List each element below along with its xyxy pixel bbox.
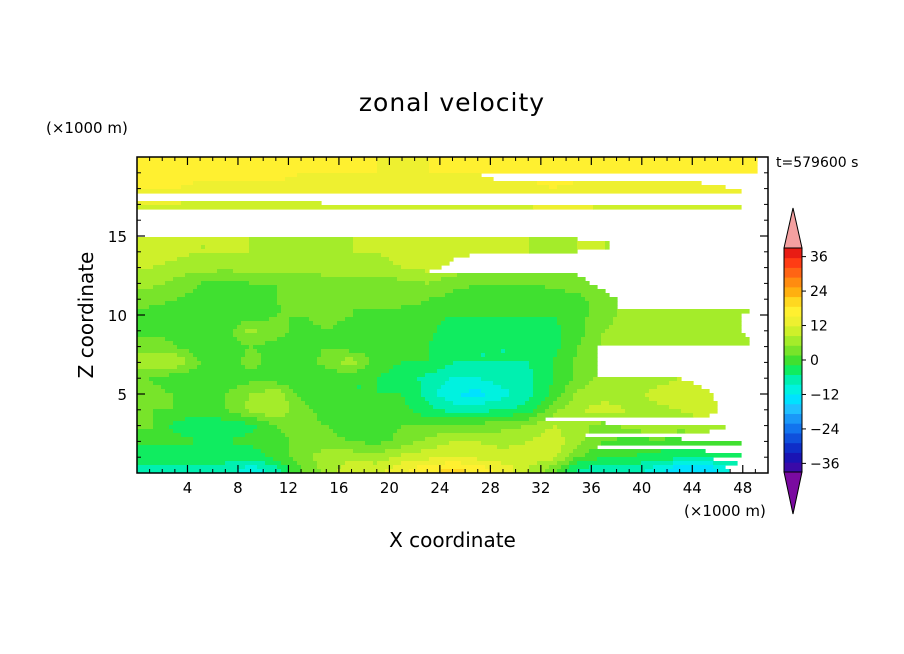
colorbar-tick-label: 12: [810, 319, 828, 335]
colorbar-tick-label: 0: [810, 353, 819, 369]
time-label: t=579600 s: [776, 155, 859, 171]
colorbar-swatch: [784, 374, 802, 385]
x-tick-label: 20: [380, 479, 399, 497]
colorbar-swatch: [784, 413, 802, 424]
colorbar-tick-label: −36: [810, 456, 840, 472]
x-tick-label: 44: [683, 479, 702, 497]
x-tick-label: 28: [481, 479, 500, 497]
x-tick-label: 8: [233, 479, 243, 497]
colorbar-max-triangle: [783, 207, 803, 249]
y-tick-label: 15: [108, 228, 127, 246]
x-tick-label: 40: [632, 479, 651, 497]
colorbar-swatch: [784, 364, 802, 376]
x-tick-label: 12: [279, 479, 298, 497]
colorbar-swatch: [784, 277, 802, 288]
field-layer: [137, 157, 758, 473]
colorbar-tick-label: −12: [810, 387, 840, 403]
colorbar-swatch: [784, 316, 802, 327]
colorbar-swatch: [784, 335, 802, 346]
colorbar-swatch: [784, 394, 802, 405]
x-tick-label: 4: [183, 479, 193, 497]
colorbar-swatch: [784, 384, 802, 395]
colorbar-swatch: [784, 462, 802, 473]
x-tick-label: 48: [733, 479, 752, 497]
x-tick-label: 32: [531, 479, 550, 497]
y-tick-label: 5: [117, 386, 127, 404]
colorbar-swatch: [784, 442, 802, 453]
colorbar-swatch: [784, 306, 802, 317]
colorbar-swatch: [784, 355, 802, 366]
colorbar-swatch: [784, 433, 802, 444]
colorbar-swatch: [784, 257, 802, 268]
colorbar-swatch: [784, 452, 802, 463]
colorbar-swatch: [784, 267, 802, 278]
colorbar-tick-label: 36: [810, 250, 828, 266]
x-tick-label: 24: [430, 479, 449, 497]
x-axis-label: X coordinate: [389, 528, 516, 552]
chart-title: zonal velocity: [358, 88, 546, 117]
colorbar-swatch: [784, 345, 802, 356]
colorbar-tick-label: −24: [810, 422, 840, 438]
y-tick-label: 10: [108, 307, 127, 325]
x-axis-unit: (×1000 m): [684, 502, 766, 520]
y-axis-unit: (×1000 m): [46, 119, 128, 137]
colorbar-tick-label: 24: [810, 284, 828, 300]
x-tick-label: 36: [582, 479, 601, 497]
colorbar-swatch: [784, 286, 802, 298]
colorbar-swatch: [784, 325, 802, 337]
colorbar-swatch: [784, 296, 802, 307]
colorbar-swatch: [784, 248, 802, 259]
colorbar-swatch: [784, 423, 802, 434]
colorbar-min-triangle: [783, 471, 803, 515]
colorbar-swatch: [784, 403, 802, 414]
x-tick-label: 16: [329, 479, 348, 497]
